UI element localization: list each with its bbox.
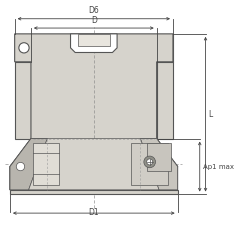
Text: D1: D1 <box>89 208 99 217</box>
Polygon shape <box>33 143 59 185</box>
Polygon shape <box>71 34 117 53</box>
Circle shape <box>147 159 153 165</box>
Circle shape <box>19 43 29 53</box>
Polygon shape <box>10 34 178 190</box>
Polygon shape <box>10 139 47 190</box>
Polygon shape <box>140 139 178 190</box>
Circle shape <box>16 162 25 171</box>
Polygon shape <box>140 139 178 190</box>
Text: D6: D6 <box>88 6 99 15</box>
Polygon shape <box>10 139 47 190</box>
Polygon shape <box>157 62 173 139</box>
Polygon shape <box>29 139 159 190</box>
Text: Ap1 max: Ap1 max <box>203 163 234 169</box>
Circle shape <box>144 156 156 168</box>
Polygon shape <box>15 62 31 139</box>
Polygon shape <box>78 34 110 46</box>
Text: D: D <box>91 16 97 24</box>
Polygon shape <box>147 143 171 171</box>
Polygon shape <box>10 190 178 194</box>
Text: 90°: 90° <box>150 150 163 159</box>
Polygon shape <box>15 34 173 62</box>
Text: L: L <box>208 110 213 119</box>
Polygon shape <box>131 143 168 185</box>
Polygon shape <box>31 62 157 139</box>
